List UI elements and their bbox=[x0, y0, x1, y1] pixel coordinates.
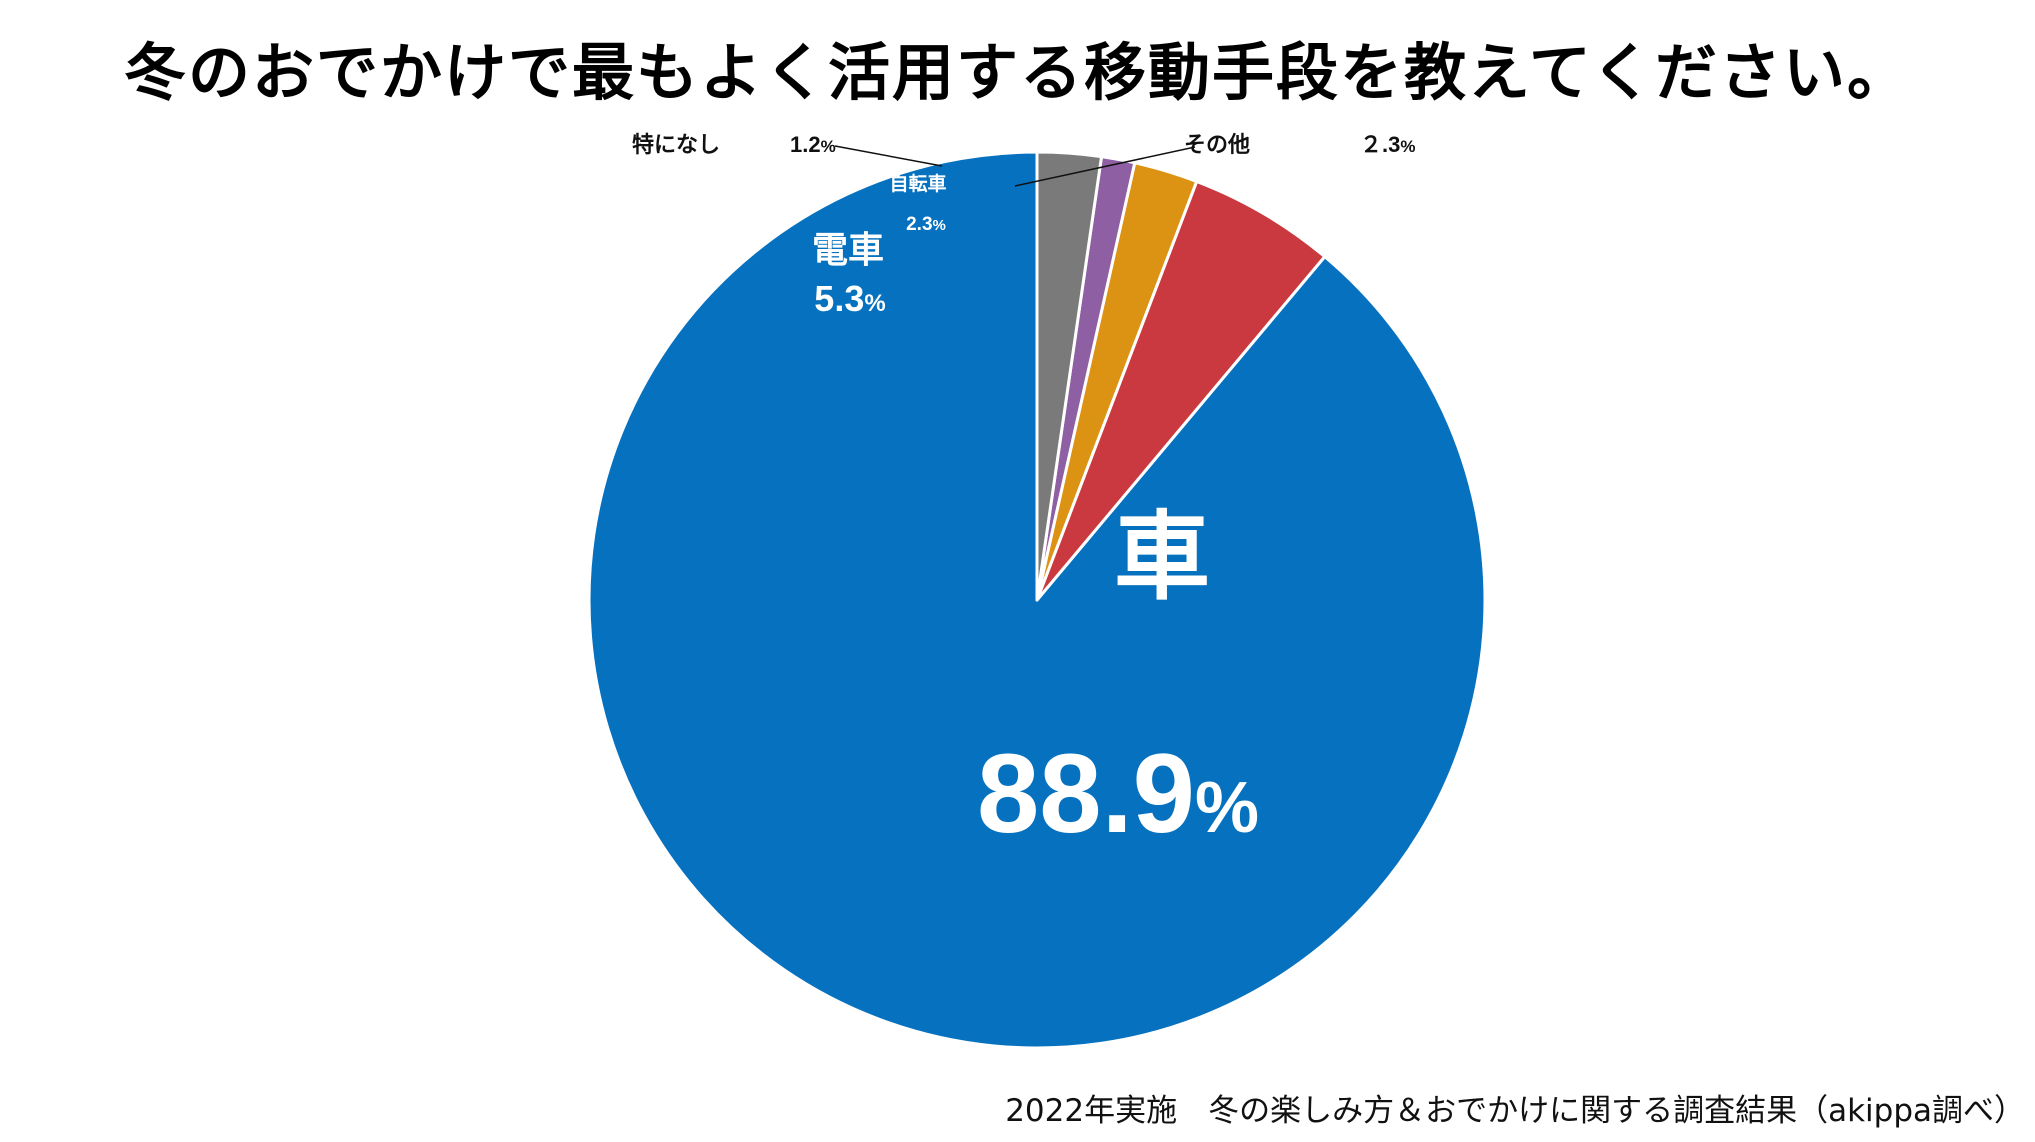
slice-label-0: 車 bbox=[1114, 501, 1210, 613]
slice-value-4: ２.3% bbox=[1360, 132, 1415, 157]
chart-title: 冬のおでかけで最もよく活用する移動手段を教えてください。 bbox=[123, 36, 1912, 109]
pie-slice-1 bbox=[1035, 179, 1327, 602]
slice-value-0: 88.9% bbox=[977, 731, 1259, 856]
slice-label-1: 電車 bbox=[812, 230, 884, 271]
slice-label-3: 特になし bbox=[632, 132, 720, 158]
slice-label-2: 自転車 bbox=[889, 172, 946, 195]
source-note: 2022年実施 冬の楽しみ方＆おでかけに関する調査結果（akippa調べ） bbox=[1005, 1093, 2025, 1129]
leader-line-4 bbox=[1014, 146, 1196, 187]
slice-label-4: その他 bbox=[1184, 133, 1250, 158]
pie-slice-4 bbox=[1035, 150, 1104, 602]
slice-value-2: 2.3% bbox=[906, 214, 946, 235]
leader-line-3 bbox=[834, 145, 943, 167]
slice-value-3: 1.2% bbox=[790, 132, 836, 157]
slice-value-1: 5.3% bbox=[814, 278, 885, 319]
